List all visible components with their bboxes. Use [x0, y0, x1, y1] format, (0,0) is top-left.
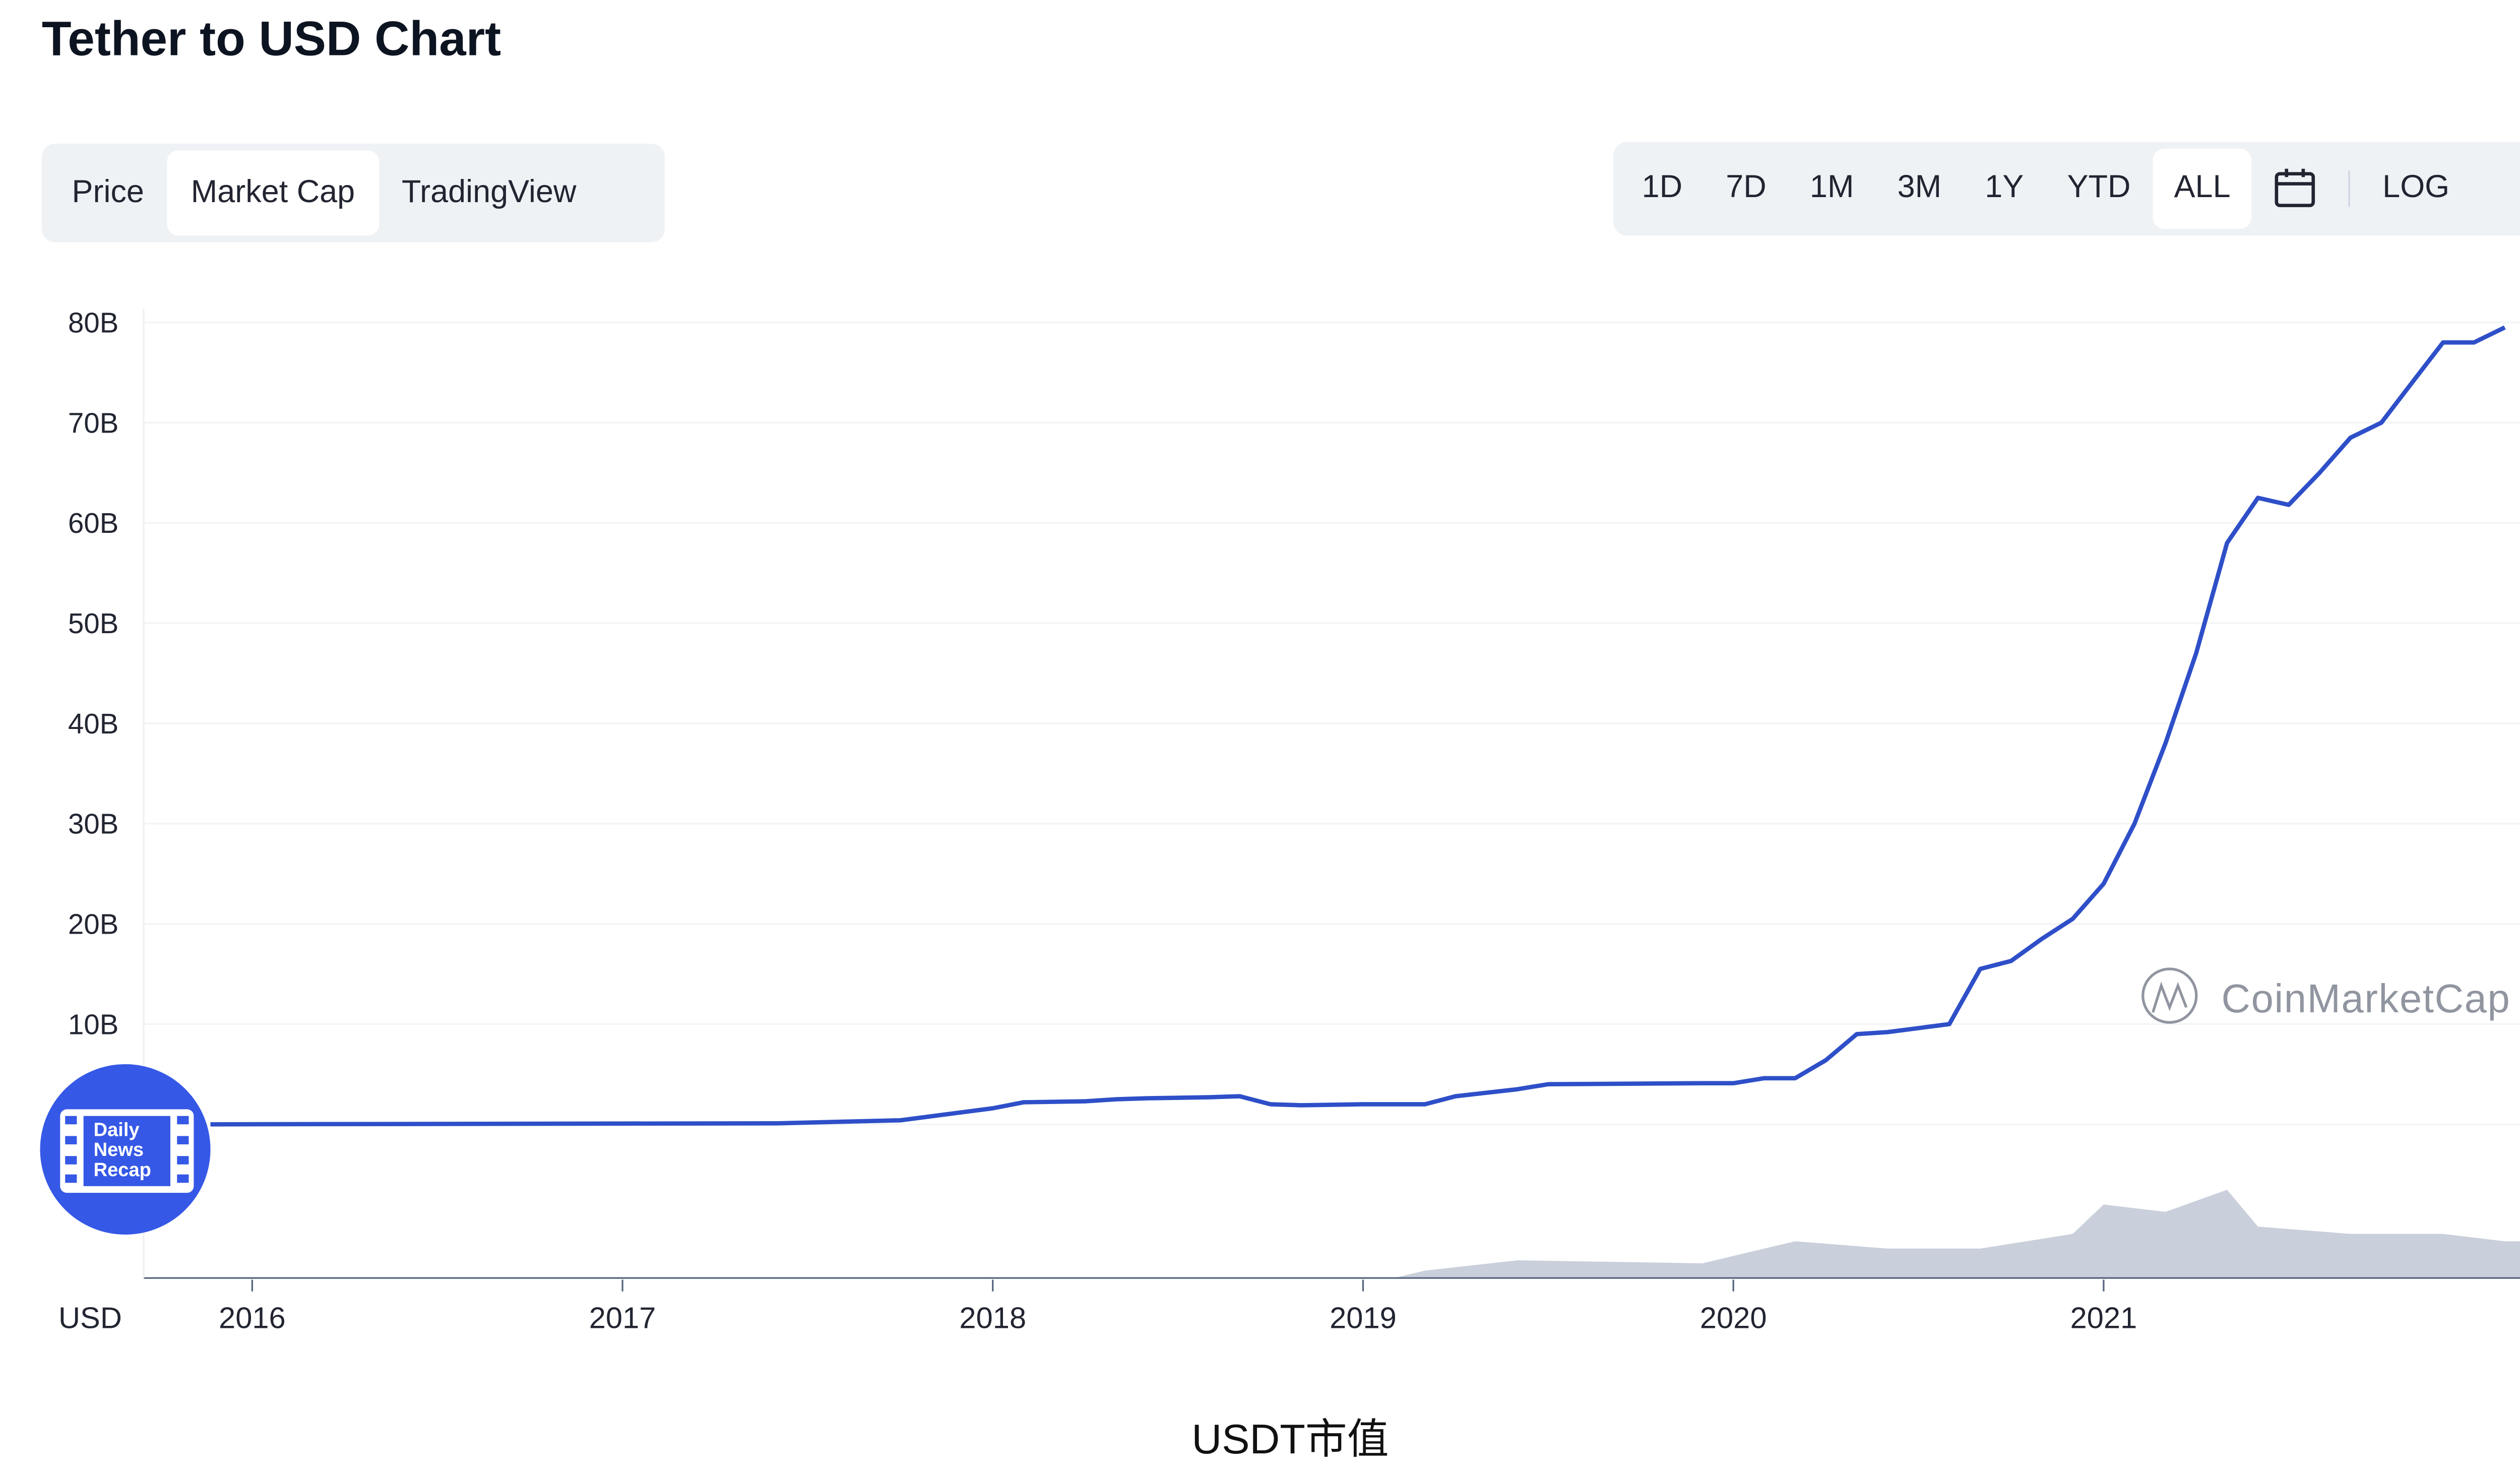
- svg-text:Recap: Recap: [94, 1159, 151, 1181]
- watermark-text: CoinMarketCap: [2221, 976, 2510, 1021]
- date-picker-button[interactable]: [2252, 149, 2339, 229]
- range-1y-button[interactable]: 1Y: [1985, 170, 2024, 206]
- range-7d-button[interactable]: 7D: [1726, 170, 1767, 206]
- divider: [2349, 170, 2351, 207]
- currency-label: USD: [58, 1301, 122, 1335]
- coinmarketcap-watermark: CoinMarketCap: [2141, 967, 2510, 1024]
- market-cap-line: [210, 325, 2506, 1127]
- svg-text:Daily: Daily: [94, 1119, 140, 1140]
- tab-market-cap[interactable]: Market Cap: [167, 150, 379, 236]
- y-tick-label: 70B: [68, 407, 118, 439]
- tab-tradingview[interactable]: TradingView: [401, 174, 577, 210]
- log-scale-button[interactable]: LOG: [2382, 170, 2450, 206]
- chart-type-tabs: Price Market Cap TradingView: [41, 143, 665, 242]
- x-tick-label: 2021: [2070, 1301, 2137, 1335]
- y-tick-label: 40B: [68, 708, 118, 740]
- x-tick-label: 2020: [1700, 1301, 1767, 1335]
- range-3m-button[interactable]: 3M: [1897, 170, 1942, 206]
- y-tick-label: 80B: [68, 307, 118, 338]
- y-tick-label: 20B: [68, 908, 118, 940]
- range-1d-button[interactable]: 1D: [1642, 170, 1683, 206]
- x-tick-label: 2017: [589, 1301, 656, 1335]
- svg-text:News: News: [94, 1139, 144, 1160]
- range-1m-button[interactable]: 1M: [1809, 170, 1854, 206]
- daily-news-recap-logo: Daily News Recap: [40, 1064, 211, 1235]
- y-tick-label: 60B: [68, 507, 118, 539]
- volume-area: [1394, 1190, 2520, 1278]
- range-all-button[interactable]: ALL: [2152, 148, 2252, 229]
- y-tick-label: 50B: [68, 607, 118, 639]
- tab-price[interactable]: Price: [72, 174, 144, 210]
- y-tick-label: 30B: [68, 808, 118, 840]
- y-tick-label: 10B: [68, 1008, 118, 1040]
- x-tick-label: 2018: [959, 1301, 1026, 1335]
- x-tick-label: 2016: [219, 1301, 286, 1335]
- x-tick-label: 2019: [1330, 1301, 1397, 1335]
- page-title: Tether to USD Chart: [41, 13, 501, 67]
- chart-caption: USDT市值: [1191, 1417, 1389, 1463]
- range-selector: 1D 7D 1M 3M 1Y YTD ALL LOG: [1613, 142, 2520, 236]
- range-ytd-button[interactable]: YTD: [2067, 170, 2131, 206]
- calendar-icon: [2276, 168, 2316, 207]
